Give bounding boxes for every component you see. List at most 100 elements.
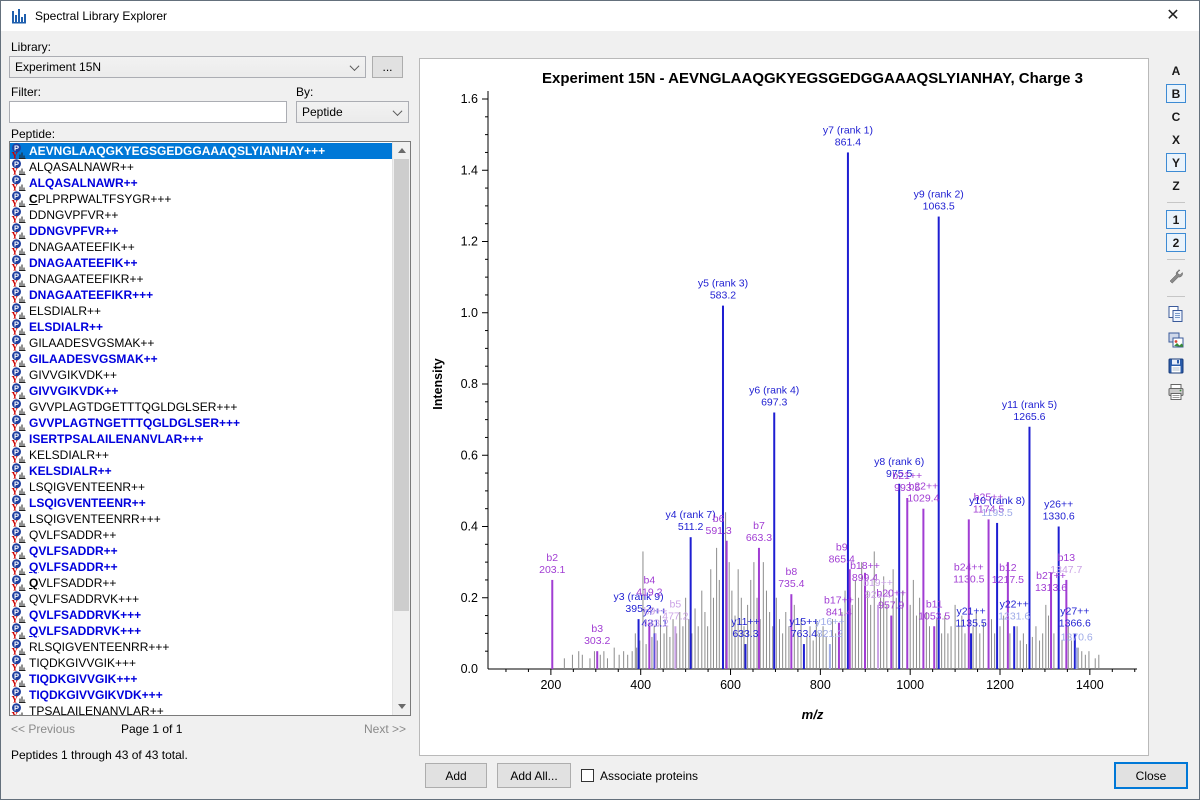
peptide-library-icon: PY	[12, 367, 26, 383]
peptide-list-item[interactable]: P Y GVVPLAGTDGETTTQGLDGLSER+++	[10, 399, 393, 415]
svg-text:P: P	[14, 464, 19, 473]
library-browse-button[interactable]: ...	[372, 56, 403, 78]
peptide-library-icon: PY	[12, 271, 26, 287]
svg-text:P: P	[14, 176, 19, 185]
svg-text:y11++: y11++	[731, 616, 759, 628]
peptide-list-item[interactable]: P Y DNAGAATEEFIK++	[10, 239, 393, 255]
peptide-list-item[interactable]: P Y GILAADESVGSMAK++	[10, 335, 393, 351]
peptide-list-item[interactable]: P Y DDNGVPFVR++	[10, 207, 393, 223]
peptide-list-item[interactable]: P Y DNAGAATEEFIK++	[10, 255, 393, 271]
peptide-list-item[interactable]: P Y QVLFSADDR++	[10, 575, 393, 591]
peptide-list-item[interactable]: P Y QVLFSADDRVK+++	[10, 591, 393, 607]
svg-text:1063.5: 1063.5	[923, 201, 955, 213]
peptide-library-icon: PY	[12, 399, 26, 415]
add-button[interactable]: Add	[425, 763, 487, 788]
scrollbar-thumb[interactable]	[394, 159, 409, 611]
close-button[interactable]: Close	[1114, 762, 1188, 789]
copy-icon[interactable]	[1166, 304, 1186, 324]
filter-input[interactable]	[9, 101, 287, 123]
peptide-listbox[interactable]: P Y AEVNGLAAQGKYEGSGEDGGAAAQSLYIANHAY+++ P Y…	[9, 141, 411, 716]
svg-text:P: P	[14, 352, 19, 361]
peptide-list-item[interactable]: P Y RLSQIGVENTEENRR+++	[10, 639, 393, 655]
print-icon[interactable]	[1166, 382, 1186, 402]
svg-text:P: P	[14, 640, 19, 649]
copy-image-icon[interactable]	[1166, 330, 1186, 350]
by-dropdown[interactable]: Peptide	[296, 101, 409, 123]
svg-text:633.3: 633.3	[732, 628, 758, 640]
peptide-sequence: GVVPLAGTNGETTTQGLDGLSER+++	[29, 416, 241, 430]
peptide-sequence: DDNGVPFVR++	[29, 224, 119, 238]
ion-toggle-1-button[interactable]: 1	[1166, 210, 1186, 229]
ion-toggle-c-button[interactable]: C	[1171, 110, 1181, 124]
svg-text:P: P	[14, 208, 19, 217]
spectrum-chart-panel[interactable]: Experiment 15N - AEVNGLAAQGKYEGSGEDGGAAA…	[419, 58, 1149, 756]
peptide-list-item[interactable]: P Y ALQASALNAWR++	[10, 159, 393, 175]
peptide-library-icon: PY	[12, 159, 26, 175]
ion-toggle-2-button[interactable]: 2	[1166, 233, 1186, 252]
next-page-link[interactable]: Next >>	[364, 722, 407, 736]
previous-page-link[interactable]: << Previous	[11, 722, 76, 736]
peptide-list-item[interactable]: P Y GIVVGIKVDK++	[10, 383, 393, 399]
peptide-list-item[interactable]: P Y TIQDKGIVVGIK+++	[10, 655, 393, 671]
toolbar-separator	[1167, 202, 1185, 203]
spectrum-chart[interactable]: Experiment 15N - AEVNGLAAQGKYEGSGEDGGAAA…	[420, 59, 1148, 755]
ion-toggle-a-button[interactable]: A	[1171, 64, 1181, 78]
library-dropdown-value: Experiment 15N	[15, 60, 102, 74]
ion-toggle-b-button[interactable]: B	[1166, 84, 1186, 103]
peptide-list-item[interactable]: P Y QVLFSADDR++	[10, 527, 393, 543]
scroll-down-icon[interactable]	[393, 698, 410, 715]
library-dropdown[interactable]: Experiment 15N	[9, 56, 366, 78]
svg-text:419.2: 419.2	[636, 587, 662, 599]
peptide-list-item[interactable]: P Y QVLFSADDRVK+++	[10, 607, 393, 623]
svg-text:Y: Y	[12, 519, 19, 527]
peptide-list-item[interactable]: P Y TIQDKGIVVGIK+++	[10, 671, 393, 687]
svg-text:Y: Y	[12, 583, 19, 591]
peptide-list-item[interactable]: P Y ISERTPSALAILENANVLAR+++	[10, 431, 393, 447]
close-icon[interactable]: ✕	[1166, 7, 1180, 24]
peptide-sequence: CPLPRPWALTFSYGR+++	[29, 192, 172, 206]
peptide-list-item[interactable]: P Y LSQIGVENTEENR++	[10, 479, 393, 495]
svg-text:0.0: 0.0	[461, 662, 478, 676]
peptide-list-item[interactable]: PY TPSALAILENANVLAR++	[10, 703, 393, 715]
peptide-list-item[interactable]: P Y ALQASALNAWR++	[10, 175, 393, 191]
peptide-list-item[interactable]: P Y KELSDIALR++	[10, 447, 393, 463]
peptide-list-item[interactable]: P Y QVLFSADDR++	[10, 559, 393, 575]
svg-text:Intensity: Intensity	[431, 358, 445, 409]
peptide-list-item[interactable]: P Y LSQIGVENTEENR++	[10, 495, 393, 511]
save-icon[interactable]	[1166, 356, 1186, 376]
peptide-list-item[interactable]: P Y DNAGAATEEFIKR++	[10, 271, 393, 287]
wrench-icon[interactable]	[1166, 267, 1186, 287]
peptide-list-item[interactable]: P Y ELSDIALR++	[10, 303, 393, 319]
svg-text:y21++: y21++	[956, 605, 985, 617]
scroll-up-icon[interactable]	[393, 142, 410, 159]
scrollbar[interactable]	[392, 142, 410, 715]
ion-toggle-y-button[interactable]: Y	[1166, 153, 1186, 172]
peptide-library-icon: PY	[12, 351, 26, 367]
library-label: Library:	[11, 40, 52, 54]
peptide-list-item[interactable]: P Y ELSDIALR++	[10, 319, 393, 335]
peptide-list-item[interactable]: P Y AEVNGLAAQGKYEGSGEDGGAAAQSLYIANHAY+++	[10, 143, 393, 159]
page-indicator: Page 1 of 1	[121, 722, 183, 736]
associate-proteins-checkbox[interactable]	[581, 769, 594, 782]
peptide-list-item[interactable]: P Y TIQDKGIVVGIKVDK+++	[10, 687, 393, 703]
peptide-library-icon: PY	[12, 447, 26, 463]
peptide-list-item[interactable]: P Y GIVVGIKVDK++	[10, 367, 393, 383]
svg-text:b25++: b25++	[974, 491, 1004, 503]
add-all-button[interactable]: Add All...	[497, 763, 571, 788]
ion-toggle-x-button[interactable]: X	[1171, 133, 1180, 147]
svg-text:P: P	[14, 400, 19, 409]
svg-text:P: P	[14, 144, 19, 153]
peptide-list-item[interactable]: P Y KELSDIALR++	[10, 463, 393, 479]
svg-text:m/z: m/z	[802, 707, 824, 722]
peptide-list-item[interactable]: P Y DNAGAATEEFIKR+++	[10, 287, 393, 303]
svg-text:Y: Y	[12, 263, 19, 271]
peptide-list-item[interactable]: P Y LSQIGVENTEENRR+++	[10, 511, 393, 527]
peptide-list-item[interactable]: P Y GVVPLAGTNGETTTQGLDGLSER+++	[10, 415, 393, 431]
peptide-list-item[interactable]: P Y DDNGVPFVR++	[10, 223, 393, 239]
peptide-list-item[interactable]: P Y QVLFSADDR++	[10, 543, 393, 559]
peptide-list-item[interactable]: P Y CPLPRPWALTFSYGR+++	[10, 191, 393, 207]
ion-toggle-z-button[interactable]: Z	[1172, 179, 1180, 193]
toolbar-separator	[1167, 259, 1185, 260]
peptide-list-item[interactable]: P Y GILAADESVGSMAK++	[10, 351, 393, 367]
peptide-list-item[interactable]: P Y QVLFSADDRVK+++	[10, 623, 393, 639]
